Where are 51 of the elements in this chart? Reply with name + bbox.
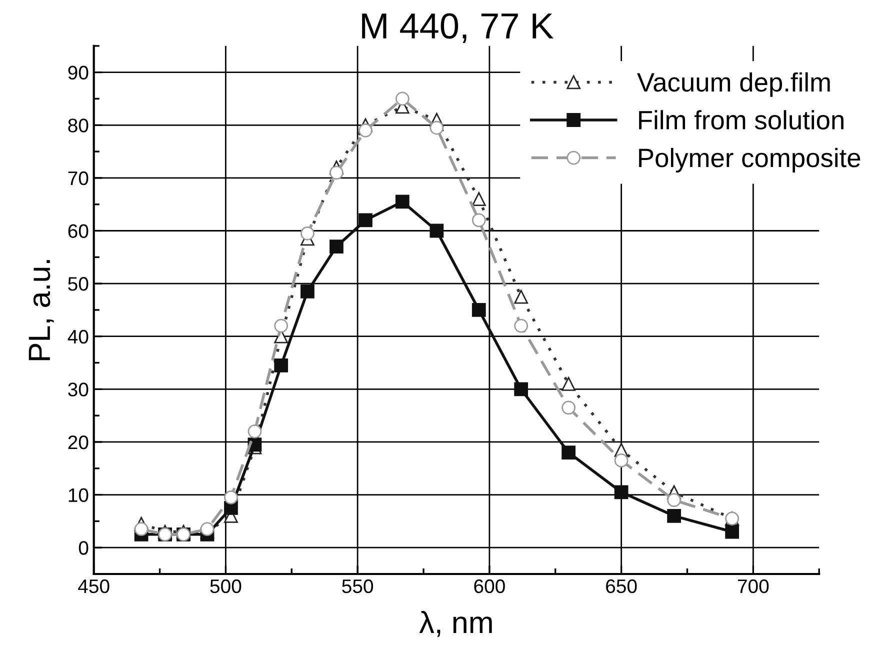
point <box>358 123 372 138</box>
y-tick-label: 30 <box>68 382 88 396</box>
point <box>430 224 444 238</box>
y-tick-label: 80 <box>68 118 88 132</box>
point <box>562 446 576 460</box>
x-tick-label: 600 <box>474 579 505 594</box>
point <box>514 382 528 396</box>
point <box>725 524 740 539</box>
y-tick-label: 20 <box>68 435 88 450</box>
x-axis-title: λ, nm <box>419 610 492 637</box>
point <box>358 213 372 228</box>
point <box>300 284 314 298</box>
point <box>200 522 214 536</box>
point <box>395 194 410 209</box>
point <box>472 303 486 317</box>
point <box>472 192 486 206</box>
point <box>614 485 628 500</box>
legend-label: Vacuum dep.film <box>637 72 830 97</box>
y-axis-title: PL, a.u. <box>28 260 54 360</box>
y-tick-label: 40 <box>68 330 88 344</box>
point <box>274 358 288 372</box>
point <box>614 454 628 468</box>
point <box>667 493 682 508</box>
point <box>300 226 314 240</box>
point <box>514 318 528 333</box>
y-tick-label: 0 <box>78 541 88 555</box>
legend-label: Polymer composite <box>639 148 860 172</box>
chart-title: M 440, 77 K <box>362 13 554 44</box>
x-tick-label: 550 <box>342 579 374 594</box>
point <box>514 290 528 304</box>
x-tick-label: 650 <box>606 579 637 594</box>
y-tick-label: 90 <box>68 66 88 80</box>
point <box>274 318 288 333</box>
point <box>330 240 344 254</box>
point <box>395 92 410 106</box>
y-tick-label: 70 <box>68 171 88 186</box>
y-tick-label: 50 <box>68 277 88 291</box>
point <box>248 424 262 438</box>
x-tick-label: 450 <box>78 579 110 594</box>
point <box>134 522 148 536</box>
point <box>430 120 444 135</box>
point <box>330 166 344 180</box>
y-tick-label: 10 <box>68 488 88 502</box>
point <box>562 376 576 391</box>
x-tick-label: 700 <box>738 579 769 594</box>
legend-label: Film from solution <box>639 110 844 130</box>
y-tick-label: 60 <box>68 224 88 238</box>
point <box>562 400 576 415</box>
point <box>224 490 238 504</box>
point <box>667 508 682 523</box>
x-tick-label: 500 <box>210 579 242 594</box>
